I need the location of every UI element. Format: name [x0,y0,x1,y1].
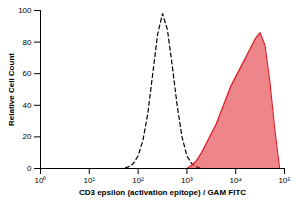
svg-text:Relative Cell Count: Relative Cell Count [7,53,16,126]
svg-text:40: 40 [23,101,32,110]
svg-text:10¹: 10¹ [84,176,96,185]
svg-text:10⁰: 10⁰ [35,176,47,185]
svg-text:10⁴: 10⁴ [230,176,243,185]
svg-text:80: 80 [23,38,32,47]
svg-text:100: 100 [18,6,32,15]
svg-text:0: 0 [27,164,32,173]
svg-text:10²: 10² [132,176,144,185]
svg-text:20: 20 [23,132,32,141]
svg-text:60: 60 [23,69,32,78]
svg-text:10³: 10³ [181,176,193,185]
svg-text:10⁵: 10⁵ [278,176,290,185]
svg-text:CD3 epsilon (activation epitop: CD3 epsilon (activation epitope) / GAM F… [79,188,246,197]
